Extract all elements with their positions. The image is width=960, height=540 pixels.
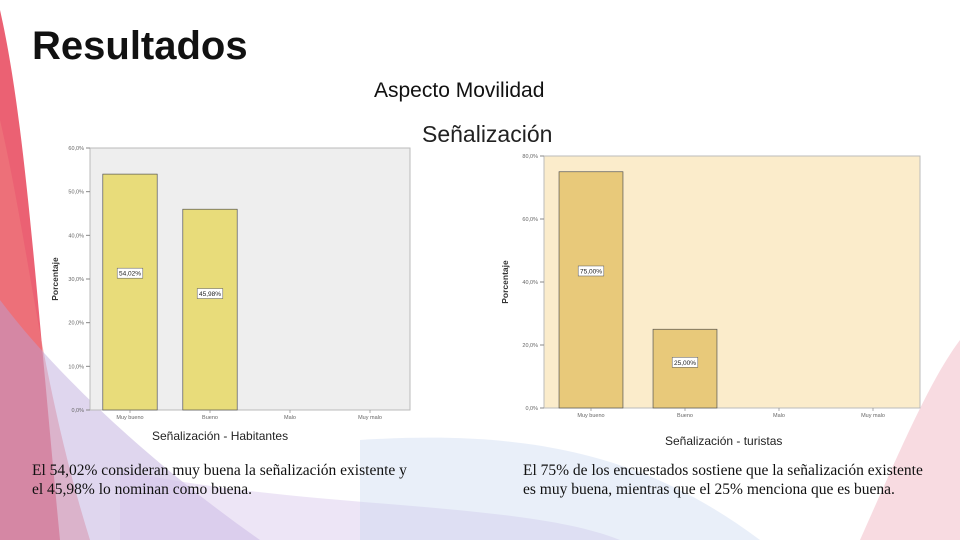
x-tick-label: Muy bueno: [577, 413, 604, 419]
y-tick-label: 30,0%: [68, 277, 84, 283]
y-axis-title: Porcentaje: [50, 257, 60, 301]
y-tick-label: 20,0%: [68, 321, 84, 327]
x-tick-label: Muy malo: [358, 415, 382, 421]
bar-value-label-box: [577, 265, 605, 277]
y-tick-label: 20,0%: [522, 343, 538, 349]
section-title: Señalización: [422, 121, 553, 147]
left-description: El 54,02% consideran muy buena la señali…: [32, 462, 407, 498]
x-tick-label: Malo: [284, 415, 296, 421]
bar-value-label: 25,00%: [674, 360, 696, 367]
slide-title: Resultados: [32, 24, 248, 68]
y-tick-label: 80,0%: [522, 154, 538, 160]
bar-value-label-box: [671, 357, 699, 368]
bar-value-label: 54,02%: [119, 271, 141, 278]
x-tick-label: Muy malo: [861, 413, 885, 419]
chart-habitantes-caption: Señalización - Habitantes: [152, 429, 289, 443]
bar-value-label: 75,00%: [580, 268, 602, 275]
chart-turistas-caption: Señalización - turistas: [665, 434, 783, 448]
bar: [652, 328, 718, 409]
chart-habitantes: 0,0% 10,0% 20,0% 30,0% 40,0% 50,0% 60,0% Porcen…: [44, 146, 414, 426]
bar-value-label-box: [196, 288, 224, 299]
y-tick-label: 40,0%: [522, 280, 538, 286]
x-tick-label: Bueno: [202, 415, 218, 421]
bar-value-label: 45,98%: [199, 291, 221, 298]
bar: [182, 208, 238, 411]
x-tick-label: Muy bueno: [116, 415, 143, 421]
bar-value-label-box: [116, 267, 144, 279]
y-tick-label: 40,0%: [68, 233, 84, 239]
y-tick-label: 0,0%: [71, 408, 84, 414]
y-tick-label: 50,0%: [68, 190, 84, 196]
bar: [102, 173, 158, 411]
bar: [558, 171, 624, 409]
x-tick-label: Bueno: [677, 413, 693, 419]
right-description: El 75% de los encuestados sostiene que l…: [523, 462, 923, 498]
x-tick-label: Malo: [773, 413, 785, 419]
y-tick-label: 60,0%: [522, 217, 538, 223]
y-tick-label: 60,0%: [68, 146, 84, 152]
y-tick-label: 10,0%: [68, 364, 84, 370]
slide-subtitle: Aspecto Movilidad: [374, 79, 545, 102]
y-tick-label: 0,0%: [525, 406, 538, 412]
chart-turistas: 0,0% 20,0% 40,0% 60,0% 80,0% Porcentaje 75,00%…: [492, 154, 922, 426]
y-axis-title: Porcentaje: [500, 260, 510, 304]
